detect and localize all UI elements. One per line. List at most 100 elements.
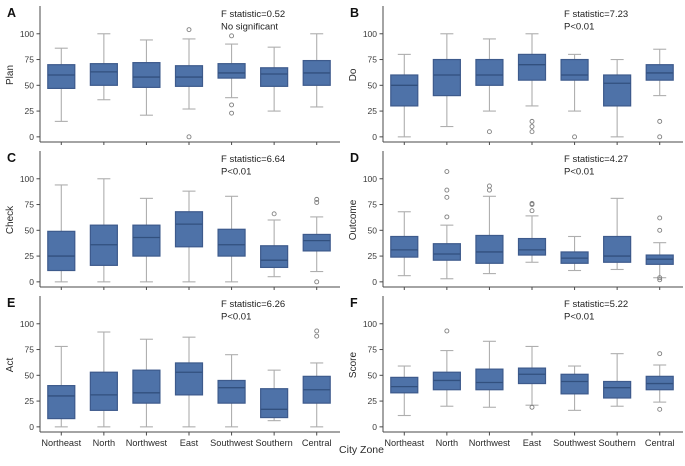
y-axis-label: Act: [5, 358, 16, 373]
boxplot-southern: [260, 369, 289, 422]
stat-annotation: F statistic=6.64 P<0.01: [221, 154, 285, 178]
outlier-point: [529, 202, 535, 207]
box-iqr: [517, 367, 547, 385]
box-iqr: [390, 376, 419, 394]
x-axis-ticks: Northeast North Northwest East Southwest Sout…: [384, 432, 675, 448]
outlier-point: [314, 196, 320, 202]
y-tick-label: 0: [29, 277, 34, 287]
box-iqr: [432, 58, 461, 97]
box-iqr: [217, 63, 246, 79]
panel-f-score: 0 25 50 75 100 Northeast North Northwest East Sou…: [343, 290, 685, 466]
boxplot-east: [174, 336, 204, 428]
y-tick-label: 75: [368, 200, 378, 210]
boxplot-east: [174, 190, 204, 283]
box-iqr: [47, 385, 76, 420]
stat-annotation-line: F statistic=6.64: [221, 154, 285, 165]
boxplot-central: [302, 328, 331, 428]
outlier-point: [657, 215, 663, 221]
stat-annotation-line: P<0.01: [564, 167, 594, 178]
x-tick-label-north: North: [93, 438, 115, 448]
panel-f-chart: 0 25 50 75 100 Northeast North Northwest East Sou…: [348, 296, 683, 448]
outlier-point: [444, 214, 450, 220]
stat-annotation: F statistic=7.23 P<0.01: [564, 9, 628, 33]
stat-annotation-line: F statistic=5.22: [564, 299, 628, 310]
outlier-point: [444, 187, 450, 193]
box-iqr: [390, 74, 419, 107]
box-iqr: [260, 388, 289, 419]
outlier-point: [314, 279, 320, 285]
stat-annotation: F statistic=5.22 P<0.01: [564, 299, 628, 323]
panel-d-outcome: 0 25 50 75 100 D Outcome F statistic=4.27 P<0.01: [343, 145, 685, 290]
panel-a-chart: 0 25 50 75 100 A Plan F statistic=0.52 No signif…: [5, 6, 340, 145]
panel-c-check: 0 25 50 75 100 C Check F statistic=6.64 P<0.01: [0, 145, 342, 290]
outlier-point: [529, 124, 535, 129]
boxplot-central: [302, 33, 331, 108]
panel-b-chart: 0 25 50 75 100 B Do F statistic=7.23 P<0.01: [348, 6, 683, 145]
box-iqr: [475, 234, 504, 264]
y-axis-label: Outcome: [348, 199, 359, 240]
y-tick-label: 0: [372, 132, 377, 142]
y-tick-label: 25: [25, 106, 35, 116]
outlier-point: [657, 277, 663, 283]
panel-letter: E: [7, 296, 15, 310]
x-tick-label-northwest: Northwest: [126, 438, 168, 448]
box-iqr: [390, 235, 419, 258]
y-tick-label: 75: [368, 345, 378, 355]
box-iqr: [432, 243, 461, 261]
outlier-point: [229, 33, 235, 39]
stat-annotation-line: P<0.01: [564, 312, 594, 323]
boxplot-northeast: [390, 211, 419, 277]
boxplot-southwest: [560, 365, 589, 411]
stat-annotation-line: P<0.01: [221, 167, 251, 178]
boxplot-northeast: [47, 47, 76, 122]
box-iqr: [47, 230, 76, 272]
box-iqr: [475, 368, 504, 391]
y-tick-label: 50: [368, 370, 378, 380]
y-axis-ticks: 0 25 50 75 100: [363, 174, 383, 287]
panel-letter: F: [350, 296, 358, 310]
box-iqr: [560, 58, 589, 81]
stat-annotation-line: No significant: [221, 22, 278, 33]
boxplot-southern: [603, 58, 632, 138]
box-iqr: [560, 373, 589, 395]
panel-e-chart: 0 25 50 75 100 Northeast North Northwest East Sou…: [5, 296, 340, 448]
box-iqr: [217, 228, 246, 257]
y-tick-label: 0: [29, 132, 34, 142]
boxplot-north: [432, 328, 461, 407]
boxplot-southern: [260, 211, 289, 278]
outlier-point: [529, 404, 535, 410]
boxplot-southwest: [217, 33, 246, 116]
x-axis-ticks: [403, 287, 661, 290]
outlier-point: [529, 118, 535, 124]
x-tick-label-southwest: Southwest: [553, 438, 596, 448]
boxplot-northeast: [47, 345, 76, 428]
box-iqr: [132, 62, 161, 88]
y-axis-ticks: 0 25 50 75 100: [20, 174, 40, 287]
y-tick-label: 75: [368, 55, 378, 65]
outlier-point: [657, 118, 663, 124]
box-iqr: [302, 233, 331, 252]
x-axis-title: City Zone: [339, 444, 384, 456]
x-tick-label-southern: Southern: [255, 438, 292, 448]
x-tick-label-east: East: [523, 438, 542, 448]
outlier-point: [314, 200, 320, 205]
box-iqr: [174, 211, 204, 248]
box-iqr: [603, 74, 632, 107]
boxplot-southern: [603, 197, 632, 271]
panel-letter: C: [7, 151, 16, 165]
boxplot-north: [89, 33, 118, 101]
boxplot-northeast: [390, 53, 419, 138]
box-iqr: [132, 224, 161, 257]
outlier-point: [271, 211, 277, 217]
boxplot-southwest: [560, 235, 589, 272]
boxplot-southern: [260, 46, 289, 112]
outlier-point: [529, 208, 535, 214]
x-tick-label-northwest: Northwest: [469, 438, 511, 448]
y-tick-label: 0: [372, 422, 377, 432]
outlier-point: [657, 134, 663, 140]
panel-letter: D: [350, 151, 359, 165]
boxplot-east: [174, 27, 204, 140]
box-iqr: [174, 65, 204, 87]
y-tick-label: 25: [25, 396, 35, 406]
panel-c-chart: 0 25 50 75 100 C Check F statistic=6.64 P<0.01: [5, 151, 340, 290]
